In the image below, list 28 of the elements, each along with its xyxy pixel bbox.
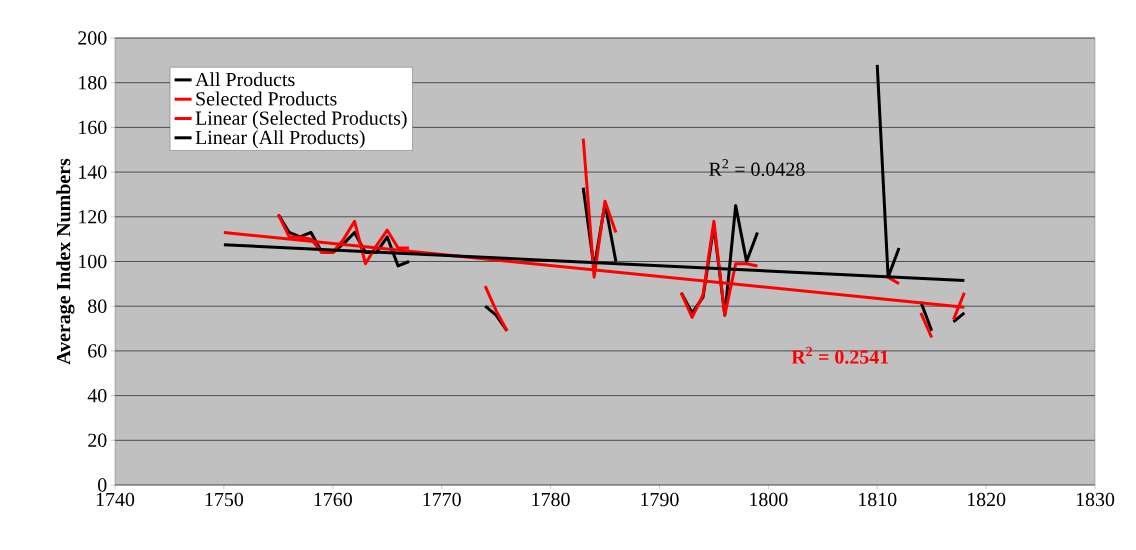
annotation: R$^{2}$ = 0.0428 (709, 159, 805, 177)
y-tick-label: 60 (88, 344, 107, 358)
y-tick-label: 160 (79, 120, 107, 135)
x-tick-label: 1820 (967, 492, 1006, 507)
x-tick-label: 1810 (859, 492, 897, 507)
x-tick-label: 1790 (641, 492, 679, 507)
y-tick-label: 100 (79, 254, 107, 269)
y-tick-label: 200 (78, 31, 107, 45)
y-tick-label: 120 (79, 210, 107, 224)
y-axis-title: Average Index Numbers (56, 158, 75, 365)
y-tick-label: 40 (87, 388, 107, 403)
x-tick-label: 1770 (423, 492, 461, 507)
x-tick-label: 1740 (96, 492, 135, 507)
y-tick-label: 20 (88, 433, 107, 448)
y-tick-label: 0 (98, 478, 107, 492)
x-tick-label: 1760 (314, 492, 352, 507)
legend-label: All Products (195, 72, 295, 87)
annotation: R$^{2}$ = 0.2541 (791, 346, 889, 364)
x-tick-label: 1750 (205, 492, 244, 507)
y-tick-label: 140 (79, 165, 107, 179)
legend-label: Linear (Selected Products) (195, 110, 407, 129)
x-tick-label: 1830 (1076, 492, 1115, 507)
legend-label: Selected Products (196, 91, 337, 106)
legend-label: Linear (All Products) (195, 130, 365, 149)
y-tick-label: 180 (79, 75, 107, 90)
y-tick-label: 80 (88, 299, 107, 313)
x-tick-label: 1780 (532, 492, 570, 507)
x-tick-label: 1800 (750, 492, 788, 507)
